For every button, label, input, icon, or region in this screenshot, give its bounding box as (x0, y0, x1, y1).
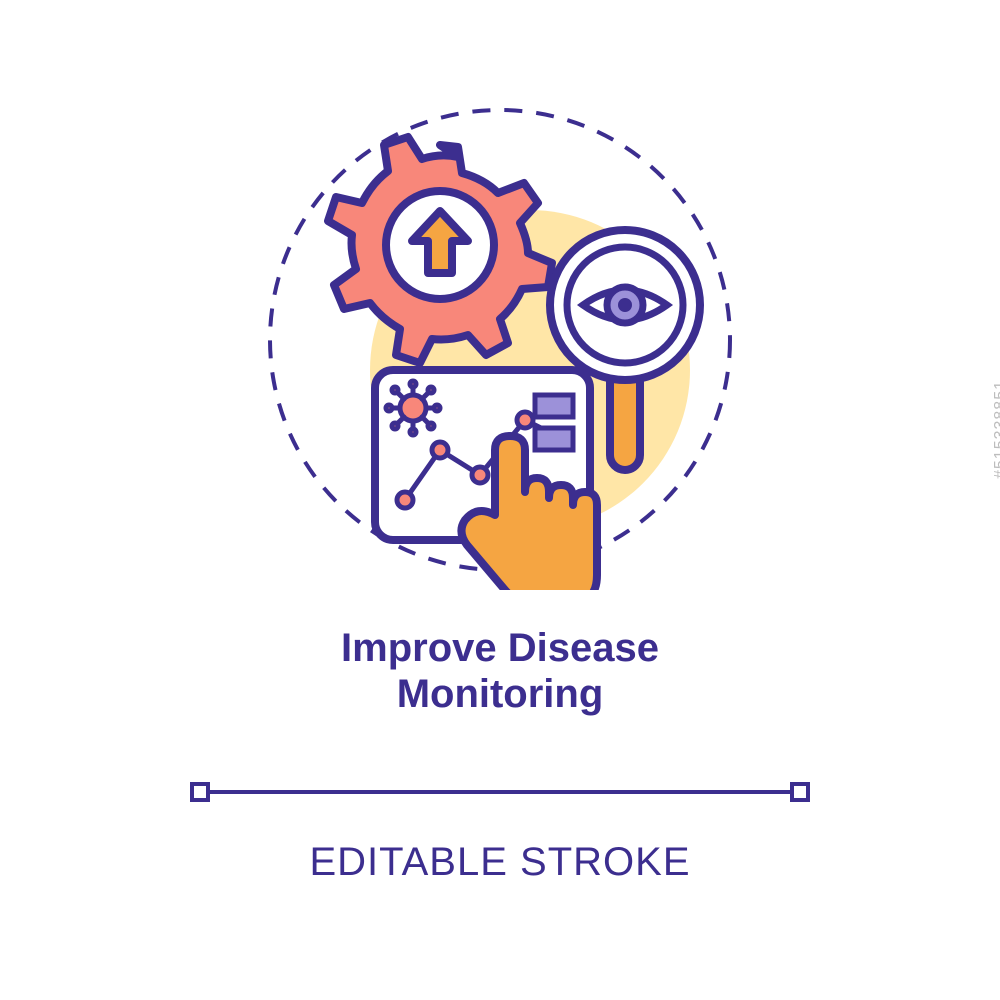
title-line-1: Improve Disease (341, 626, 659, 670)
square-icon (535, 395, 573, 417)
square-icon (535, 428, 573, 450)
virus-icon (386, 381, 440, 435)
concept-illustration (250, 90, 750, 590)
divider (190, 780, 810, 804)
watermark: #515338851 (992, 380, 1000, 479)
subtitle: EDITABLE STROKE (0, 840, 1000, 885)
title-line-2: Monitoring (397, 672, 604, 716)
title: Improve Disease Monitoring (0, 625, 1000, 717)
divider-end-icon (192, 784, 208, 800)
divider-end-icon (792, 784, 808, 800)
